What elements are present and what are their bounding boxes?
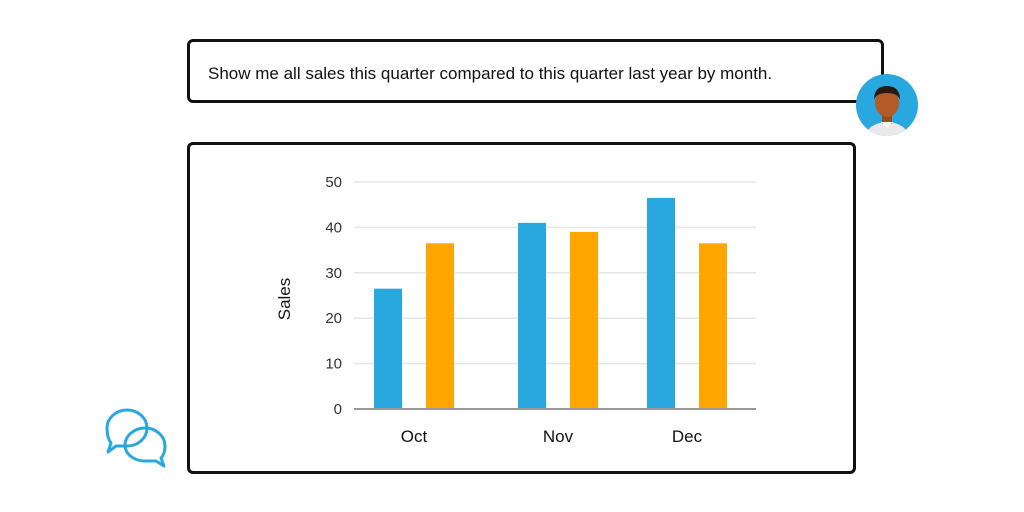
user-avatar-icon [854, 72, 920, 138]
sales-bar-chart: 0 10 20 30 40 50 Oct Nov Dec Sales [275, 174, 756, 446]
bar-nov-series-1 [518, 222, 546, 409]
bar-nov-series-2 [570, 231, 598, 409]
chart-panel: 0 10 20 30 40 50 Oct Nov Dec Sales [187, 142, 856, 474]
y-tick-label: 0 [334, 401, 342, 418]
y-tick-label: 50 [325, 174, 342, 191]
bar-oct-series-2 [426, 243, 454, 409]
chat-bubbles-icon [103, 404, 173, 468]
bar-dec-series-1 [647, 197, 675, 409]
query-bubble: Show me all sales this quarter compared … [187, 39, 884, 103]
y-tick-label: 40 [325, 219, 342, 236]
query-text: Show me all sales this quarter compared … [208, 64, 773, 83]
bar-dec-series-2 [699, 243, 727, 409]
bar-oct-series-1 [374, 288, 402, 409]
y-tick-label: 20 [325, 310, 342, 327]
x-tick-label-nov: Nov [543, 427, 574, 446]
y-axis-label: Sales [275, 278, 294, 321]
x-tick-label-dec: Dec [672, 427, 703, 446]
x-tick-label-oct: Oct [401, 427, 428, 446]
y-tick-label: 10 [325, 356, 342, 373]
y-tick-label: 30 [325, 265, 342, 282]
